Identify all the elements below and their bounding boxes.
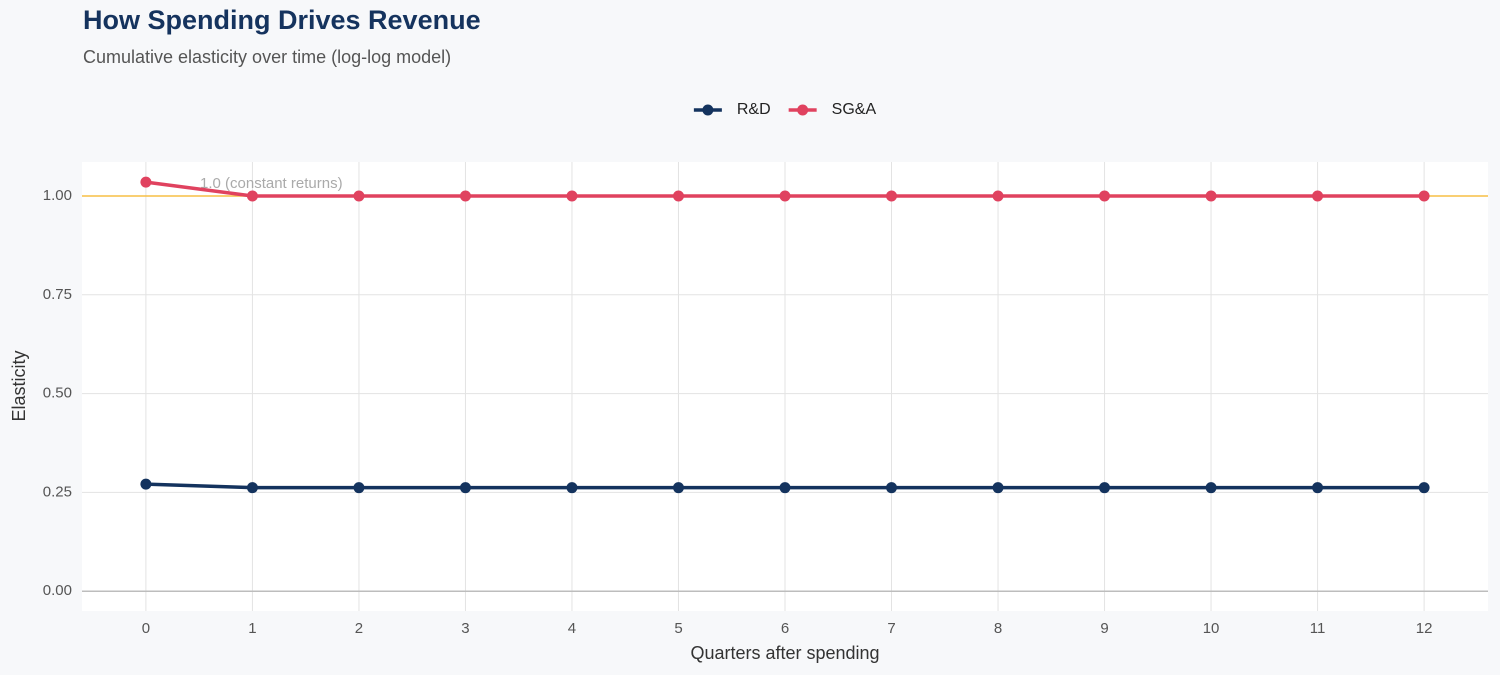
data-point (1418, 190, 1430, 202)
x-tick-label: 5 (674, 620, 682, 637)
reference-label: 1.0 (constant returns) (200, 175, 343, 192)
data-point (140, 176, 152, 188)
x-tick-label: 9 (1100, 620, 1108, 637)
y-axis-title: Elasticity (9, 350, 29, 421)
data-point (992, 482, 1004, 494)
data-point (992, 190, 1004, 202)
data-point (140, 478, 152, 490)
x-tick-label: 0 (142, 620, 150, 637)
data-point (246, 482, 258, 494)
x-axis-title: Quarters after spending (690, 643, 879, 663)
data-point (1205, 190, 1217, 202)
y-tick-label: 0.75 (43, 286, 72, 303)
data-point (246, 190, 258, 202)
data-point (1418, 482, 1430, 494)
data-point (672, 482, 684, 494)
legend-marker (797, 104, 809, 116)
data-point (886, 482, 898, 494)
legend-label: R&D (737, 101, 771, 118)
data-point (566, 190, 578, 202)
data-point (672, 190, 684, 202)
legend-item: R&D (693, 101, 771, 118)
data-point (886, 190, 898, 202)
x-tick-label: 4 (568, 620, 576, 637)
x-tick-label: 3 (461, 620, 469, 637)
data-point (1099, 190, 1111, 202)
data-point (353, 190, 365, 202)
x-tick-label: 11 (1310, 620, 1326, 637)
y-tick-label: 1.00 (43, 187, 72, 204)
x-tick-label: 6 (781, 620, 789, 637)
data-point (459, 482, 471, 494)
data-point (353, 482, 365, 494)
data-point (459, 190, 471, 202)
y-tick-label: 0.00 (43, 582, 72, 599)
x-tick-label: 1 (248, 620, 256, 637)
x-tick-label: 7 (887, 620, 895, 637)
data-point (566, 482, 578, 494)
data-point (1099, 482, 1111, 494)
chart-subtitle: Cumulative elasticity over time (log-log… (83, 47, 451, 67)
x-tick-label: 12 (1416, 620, 1433, 637)
legend-label: SG&A (832, 101, 877, 118)
x-tick-label: 8 (994, 620, 1002, 637)
x-tick-label: 2 (355, 620, 363, 637)
data-point (1312, 190, 1324, 202)
y-tick-label: 0.25 (43, 483, 72, 500)
x-tick-label: 10 (1203, 620, 1220, 637)
chart-title: How Spending Drives Revenue (83, 5, 481, 35)
data-point (779, 482, 791, 494)
y-tick-label: 0.50 (43, 385, 72, 402)
data-point (1312, 482, 1324, 494)
legend-item: SG&A (788, 101, 877, 118)
data-point (1205, 482, 1217, 494)
data-point (779, 190, 791, 202)
legend-marker (702, 104, 714, 116)
